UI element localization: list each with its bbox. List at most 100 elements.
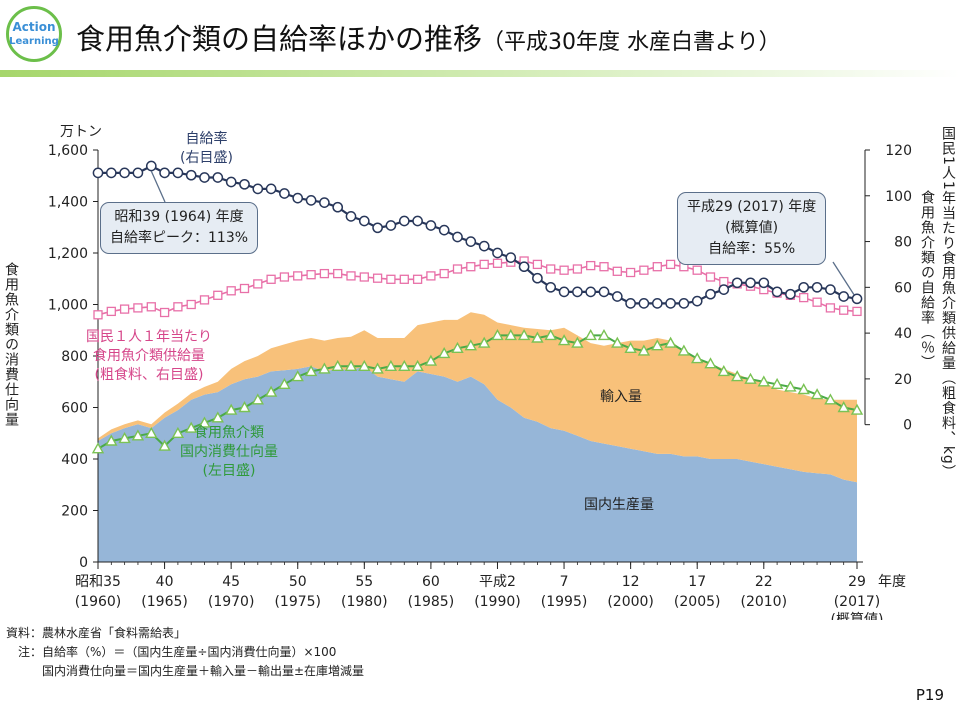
left-tick-label-1200: 1,200 <box>48 246 88 262</box>
ann-percap-line-2: (粗食料、右目盛) <box>94 367 204 383</box>
self-sufficiency-point <box>678 298 690 309</box>
ann-latest-line-0: 平成29 (2017) 年度 <box>687 199 817 215</box>
consumption-point <box>637 344 651 356</box>
self-sufficiency-point <box>425 220 437 231</box>
x-tick-sublabel-1985: (1985) <box>408 594 455 610</box>
x-tick-label-2017: 29 <box>848 574 866 590</box>
per-capita-point <box>412 274 423 284</box>
self-sufficiency-point <box>745 277 756 289</box>
per-capita-point <box>705 272 716 282</box>
right-tick-label-80: 80 <box>894 235 912 251</box>
ann-latest-line-2: 自給率：55% <box>708 241 796 257</box>
per-capita-point <box>173 302 183 312</box>
consumption-point <box>757 375 770 387</box>
self-sufficiency-point <box>545 281 557 293</box>
x-tick-sublabel-1975: (1975) <box>274 594 321 610</box>
self-sufficiency-point <box>159 167 170 179</box>
consumption-point <box>424 354 438 366</box>
ann-latest-line-1: (概算値) <box>725 220 779 236</box>
consumption-point <box>478 336 491 348</box>
self-sufficiency-point <box>638 298 650 309</box>
domestic-production-area <box>98 366 857 562</box>
x-tick-sublabel-2010: (2010) <box>741 594 788 610</box>
per-capita-point <box>213 290 223 300</box>
x-tick-sublabel-1960: (1960) <box>75 594 122 610</box>
self-sufficiency-point <box>585 286 597 298</box>
self-sufficiency-point <box>532 272 543 284</box>
consumption-point <box>557 334 571 346</box>
x-tick-sublabel-1995: (1995) <box>541 594 588 610</box>
notes: 資料：農林水産省「食料需給表」 注：自給率（%）＝（国内生産量÷国内消費仕向量）… <box>6 624 364 681</box>
self-sufficiency-point <box>598 286 610 298</box>
per-capita-point <box>586 260 596 271</box>
x-tick-extra-2017: (概算値) <box>831 612 884 620</box>
consumption-point <box>291 370 304 382</box>
per-capita-point <box>559 265 569 275</box>
per-capita-point <box>372 273 383 283</box>
consumption-point <box>371 362 384 374</box>
consumption-point <box>837 401 850 413</box>
consumption-point <box>810 388 824 400</box>
consumption-point <box>318 362 331 374</box>
right-tick-label-120: 120 <box>885 143 912 159</box>
latest-callout-pointer <box>832 261 855 296</box>
latest-callout: 平成29 (2017) 年度 (概算値) 自給率：55% <box>677 192 827 265</box>
self-sufficiency-point <box>185 169 197 181</box>
x-axis: 昭和35 (1960) 40 (1965) 45 (1970) 50 (1975) 55 (198… <box>75 562 906 620</box>
self-sufficiency-point <box>358 215 370 227</box>
consumption-point <box>251 393 264 405</box>
x-tick-sublabel-1980: (1980) <box>341 594 388 610</box>
self-sufficiency-point <box>691 295 703 307</box>
per-capita-point <box>825 303 836 313</box>
consumption-point <box>691 352 704 364</box>
per-capita-point <box>106 306 116 317</box>
title-source: （平成30年度 水産白書より） <box>482 30 781 55</box>
self-sufficiency-point <box>838 291 850 302</box>
per-capita-point <box>306 270 316 280</box>
left-tick-label-600: 600 <box>61 401 88 417</box>
consumption-point <box>784 380 797 392</box>
self-sufficiency-point <box>492 247 503 259</box>
per-capita-point <box>466 262 476 272</box>
left-tick-label-800: 800 <box>61 349 88 365</box>
self-sufficiency-point <box>172 167 184 179</box>
domestic-label: 国内生産量 <box>584 496 654 515</box>
ann-self-line-1: (右目盛) <box>180 150 233 166</box>
consumption-point <box>850 403 864 415</box>
per-capita-point <box>186 299 196 310</box>
x-axis-title: 年度 <box>878 574 906 590</box>
consumption-point <box>105 434 118 446</box>
consumption-point <box>198 416 211 428</box>
self-sufficiency-point <box>438 224 450 236</box>
consumption-point <box>211 411 224 423</box>
self-sufficiency-point <box>758 277 770 289</box>
self-sufficiency-point <box>412 215 423 227</box>
per-capita-point <box>625 267 636 278</box>
self-sufficiency-point <box>252 183 264 195</box>
self-sufficiency-point <box>265 183 277 195</box>
consumption-point <box>331 359 344 371</box>
consumption-point <box>225 403 238 415</box>
self-sufficiency-point <box>785 288 796 300</box>
x-tick-label-1985: 60 <box>422 574 440 590</box>
self-sufficiency-point <box>305 195 317 206</box>
imports-area <box>98 312 857 483</box>
consumption-point <box>544 328 557 341</box>
per-capita-point <box>253 279 263 289</box>
per-capita-point <box>93 310 103 320</box>
imports-label: 輸入量 <box>600 388 642 407</box>
x-tick-sublabel-1970: (1970) <box>208 594 255 610</box>
left-tick-label-200: 200 <box>61 504 88 520</box>
consumption-point <box>531 331 544 343</box>
self-sufficiency-point <box>319 197 330 208</box>
per-capita-point <box>346 271 356 281</box>
self-sufficiency-point <box>292 192 304 204</box>
left-axis: 0 200 400 600 800 1,000 1,200 1,400 1,600 万トン <box>48 124 863 571</box>
per-capita-point <box>133 303 143 313</box>
header: Action Learning 食用魚介類の自給率ほかの推移（平成30年度 水産… <box>0 0 960 80</box>
self-sufficiency-point <box>105 167 117 179</box>
self-sufficiency-point <box>398 215 410 227</box>
consumption-point <box>717 364 730 377</box>
per-capita-point <box>119 304 130 314</box>
consumption-point <box>358 359 371 371</box>
